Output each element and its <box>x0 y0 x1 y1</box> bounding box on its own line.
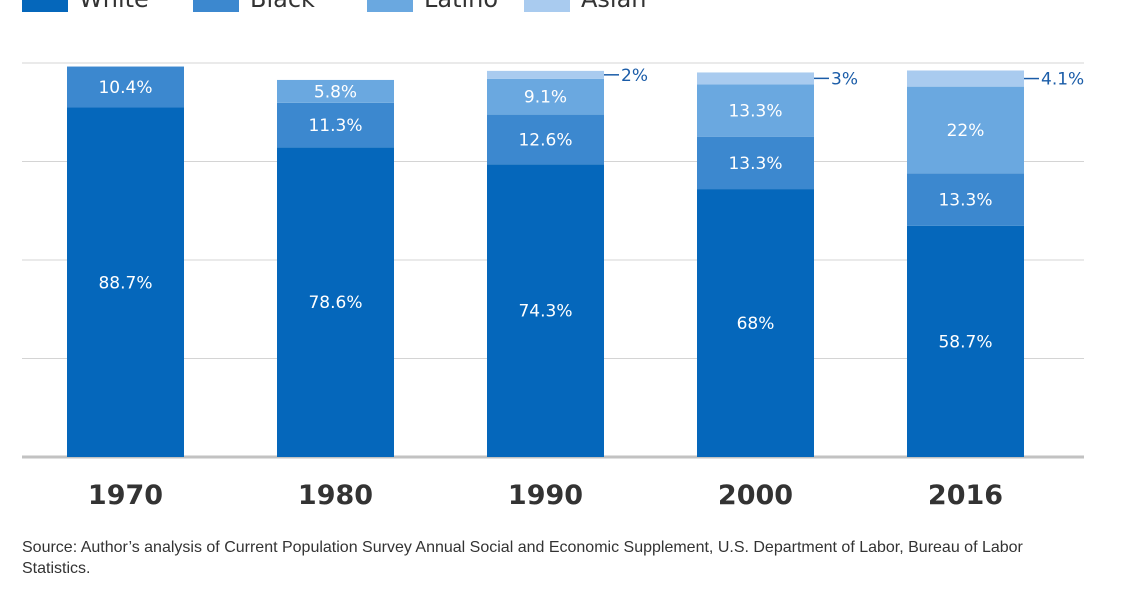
data-label-black-1970: 10.4% <box>98 78 152 98</box>
data-label-white-1970: 88.7% <box>98 273 152 293</box>
data-label-latino-2000: 13.3% <box>728 101 782 121</box>
data-labels: 88.7% 10.4% 78.6% 11.3% 5.8% 74.3% 12.6% 9.1% 2%… <box>98 66 1084 353</box>
bars <box>67 66 1024 458</box>
bar-segment-black-2000 <box>697 136 814 190</box>
legend-label-latino: Latino <box>424 0 498 13</box>
bar-segment-white-1990 <box>487 164 604 457</box>
data-label-white-1990: 74.3% <box>518 302 572 322</box>
bar-segment-asian-2016 <box>907 70 1024 87</box>
data-label-black-1980: 11.3% <box>308 116 362 136</box>
data-label-black-2000: 13.3% <box>728 154 782 174</box>
data-label-white-2016: 58.7% <box>938 332 992 352</box>
x-tick-label-1970: 1970 <box>88 480 163 511</box>
data-label-asian-2000: 3% <box>831 69 858 89</box>
data-label-black-2016: 13.3% <box>938 191 992 211</box>
legend-label-black: Black <box>250 0 315 13</box>
legend-label-asian: Asian <box>581 0 647 13</box>
bar-segment-asian-2000 <box>697 72 814 85</box>
data-label-white-2000: 68% <box>737 314 775 334</box>
data-label-white-1980: 78.6% <box>308 293 362 313</box>
bar-segment-latino-1980 <box>277 79 394 103</box>
data-label-latino-2016: 22% <box>947 121 985 141</box>
bar-segment-latino-1990 <box>487 78 604 115</box>
x-tick-label-2000: 2000 <box>718 480 793 511</box>
bar-segment-black-1980 <box>277 102 394 148</box>
x-tick-label-1980: 1980 <box>298 480 373 511</box>
data-label-latino-1990: 9.1% <box>524 88 567 108</box>
data-label-asian-2016: 4.1% <box>1041 70 1084 90</box>
bar-segment-black-2016 <box>907 173 1024 226</box>
source-note: Source: Author’s analysis of Current Pop… <box>22 539 1023 577</box>
bar-segment-latino-2000 <box>697 84 814 137</box>
bar-segment-latino-2016 <box>907 86 1024 174</box>
data-label-asian-1990: 2% <box>621 66 648 86</box>
bar-segment-asian-1990 <box>487 70 604 79</box>
x-tick-label-2016: 2016 <box>928 480 1003 511</box>
data-label-black-1990: 12.6% <box>518 130 572 150</box>
bar-segment-white-2016 <box>907 225 1024 457</box>
bar-segment-white-1980 <box>277 147 394 458</box>
data-label-latino-1980: 5.8% <box>314 82 357 102</box>
legend-label-white: White <box>79 0 149 13</box>
legend-swatch-white <box>22 0 68 12</box>
x-axis-tick-labels: 1970 1980 1990 2000 2016 <box>88 480 1003 511</box>
bar-segment-black-1970 <box>67 66 184 108</box>
x-tick-label-1990: 1990 <box>508 480 583 511</box>
legend-swatch-latino <box>367 0 413 12</box>
bar-segment-black-1990 <box>487 114 604 165</box>
bar-segment-white-2000 <box>697 189 814 457</box>
legend-swatch-black <box>193 0 239 12</box>
bar-segment-white-1970 <box>67 107 184 457</box>
legend: White Black Latino Asian <box>22 0 647 13</box>
legend-swatch-asian <box>524 0 570 12</box>
